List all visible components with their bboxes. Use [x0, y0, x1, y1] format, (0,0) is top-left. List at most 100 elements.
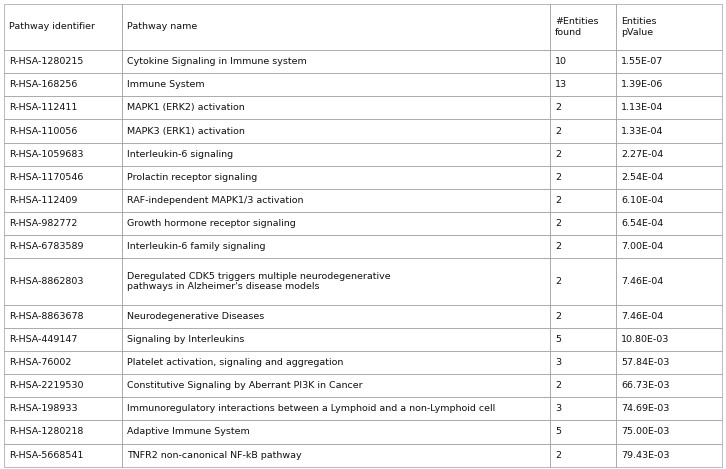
Bar [616, 143, 722, 166]
Bar [616, 397, 722, 420]
Bar [616, 444, 722, 467]
Text: #Entities
found: #Entities found [555, 17, 598, 37]
Text: R-HSA-110056: R-HSA-110056 [9, 127, 77, 136]
Bar [4, 4, 122, 50]
Bar [122, 258, 550, 305]
Text: 7.00E-04: 7.00E-04 [621, 242, 664, 251]
Text: Constitutive Signaling by Aberrant PI3K in Cancer: Constitutive Signaling by Aberrant PI3K … [127, 381, 363, 390]
Text: TNFR2 non-canonical NF-kB pathway: TNFR2 non-canonical NF-kB pathway [127, 451, 302, 460]
Bar [616, 50, 722, 73]
Bar [122, 328, 550, 351]
Bar [122, 351, 550, 374]
Bar [122, 143, 550, 166]
Text: Entities
pValue: Entities pValue [621, 17, 656, 37]
Bar [616, 374, 722, 397]
Text: R-HSA-449147: R-HSA-449147 [9, 335, 77, 344]
Text: 2: 2 [555, 196, 561, 205]
Bar [4, 420, 122, 444]
Bar [550, 73, 616, 96]
Text: RAF-independent MAPK1/3 activation: RAF-independent MAPK1/3 activation [127, 196, 303, 205]
Text: 1.33E-04: 1.33E-04 [621, 127, 664, 136]
Bar [4, 120, 122, 143]
Bar [4, 397, 122, 420]
Bar [122, 166, 550, 189]
Bar [4, 50, 122, 73]
Bar [616, 328, 722, 351]
Bar [122, 120, 550, 143]
Bar [550, 420, 616, 444]
Bar [4, 258, 122, 305]
Text: Immune System: Immune System [127, 80, 205, 89]
Bar [122, 96, 550, 120]
Bar [550, 4, 616, 50]
Bar [550, 212, 616, 235]
Bar [550, 120, 616, 143]
Text: 2: 2 [555, 127, 561, 136]
Text: 57.84E-03: 57.84E-03 [621, 358, 669, 367]
Bar [122, 212, 550, 235]
Text: 2: 2 [555, 103, 561, 113]
Text: 2: 2 [555, 242, 561, 251]
Text: 2.27E-04: 2.27E-04 [621, 150, 664, 159]
Text: 1.55E-07: 1.55E-07 [621, 57, 664, 66]
Text: Pathway identifier: Pathway identifier [9, 23, 94, 31]
Bar [550, 444, 616, 467]
Bar [616, 4, 722, 50]
Bar [4, 189, 122, 212]
Text: 1.13E-04: 1.13E-04 [621, 103, 664, 113]
Text: Interleukin-6 family signaling: Interleukin-6 family signaling [127, 242, 266, 251]
Text: R-HSA-8862803: R-HSA-8862803 [9, 277, 83, 286]
Bar [4, 212, 122, 235]
Bar [122, 374, 550, 397]
Bar [616, 305, 722, 328]
Text: Deregulated CDK5 triggers multiple neurodegenerative
pathways in Alzheimer's dis: Deregulated CDK5 triggers multiple neuro… [127, 272, 391, 291]
Bar [550, 351, 616, 374]
Bar [616, 120, 722, 143]
Bar [550, 397, 616, 420]
Text: 6.54E-04: 6.54E-04 [621, 219, 664, 228]
Text: 10.80E-03: 10.80E-03 [621, 335, 669, 344]
Text: MAPK3 (ERK1) activation: MAPK3 (ERK1) activation [127, 127, 245, 136]
Bar [4, 96, 122, 120]
Text: 10: 10 [555, 57, 567, 66]
Bar [4, 374, 122, 397]
Text: R-HSA-1280218: R-HSA-1280218 [9, 427, 83, 437]
Bar [616, 351, 722, 374]
Text: Neurodegenerative Diseases: Neurodegenerative Diseases [127, 312, 264, 321]
Text: 13: 13 [555, 80, 567, 89]
Bar [4, 444, 122, 467]
Bar [4, 235, 122, 258]
Text: 6.10E-04: 6.10E-04 [621, 196, 664, 205]
Text: R-HSA-2219530: R-HSA-2219530 [9, 381, 83, 390]
Text: R-HSA-1280215: R-HSA-1280215 [9, 57, 83, 66]
Text: MAPK1 (ERK2) activation: MAPK1 (ERK2) activation [127, 103, 245, 113]
Text: Immunoregulatory interactions between a Lymphoid and a non-Lymphoid cell: Immunoregulatory interactions between a … [127, 404, 496, 413]
Text: 2: 2 [555, 277, 561, 286]
Bar [122, 50, 550, 73]
Text: Growth hormone receptor signaling: Growth hormone receptor signaling [127, 219, 296, 228]
Text: R-HSA-6783589: R-HSA-6783589 [9, 242, 83, 251]
Bar [4, 305, 122, 328]
Text: Pathway name: Pathway name [127, 23, 197, 31]
Bar [4, 143, 122, 166]
Text: 79.43E-03: 79.43E-03 [621, 451, 669, 460]
Bar [122, 4, 550, 50]
Text: Cytokine Signaling in Immune system: Cytokine Signaling in Immune system [127, 57, 307, 66]
Bar [4, 166, 122, 189]
Text: R-HSA-8863678: R-HSA-8863678 [9, 312, 83, 321]
Bar [550, 235, 616, 258]
Bar [550, 96, 616, 120]
Bar [550, 50, 616, 73]
Text: R-HSA-112411: R-HSA-112411 [9, 103, 77, 113]
Text: 75.00E-03: 75.00E-03 [621, 427, 669, 437]
Text: 2: 2 [555, 451, 561, 460]
Bar [550, 374, 616, 397]
Bar [122, 235, 550, 258]
Bar [616, 420, 722, 444]
Text: 2: 2 [555, 150, 561, 159]
Bar [550, 258, 616, 305]
Text: 5: 5 [555, 427, 561, 437]
Text: 1.39E-06: 1.39E-06 [621, 80, 664, 89]
Bar [616, 189, 722, 212]
Bar [550, 143, 616, 166]
